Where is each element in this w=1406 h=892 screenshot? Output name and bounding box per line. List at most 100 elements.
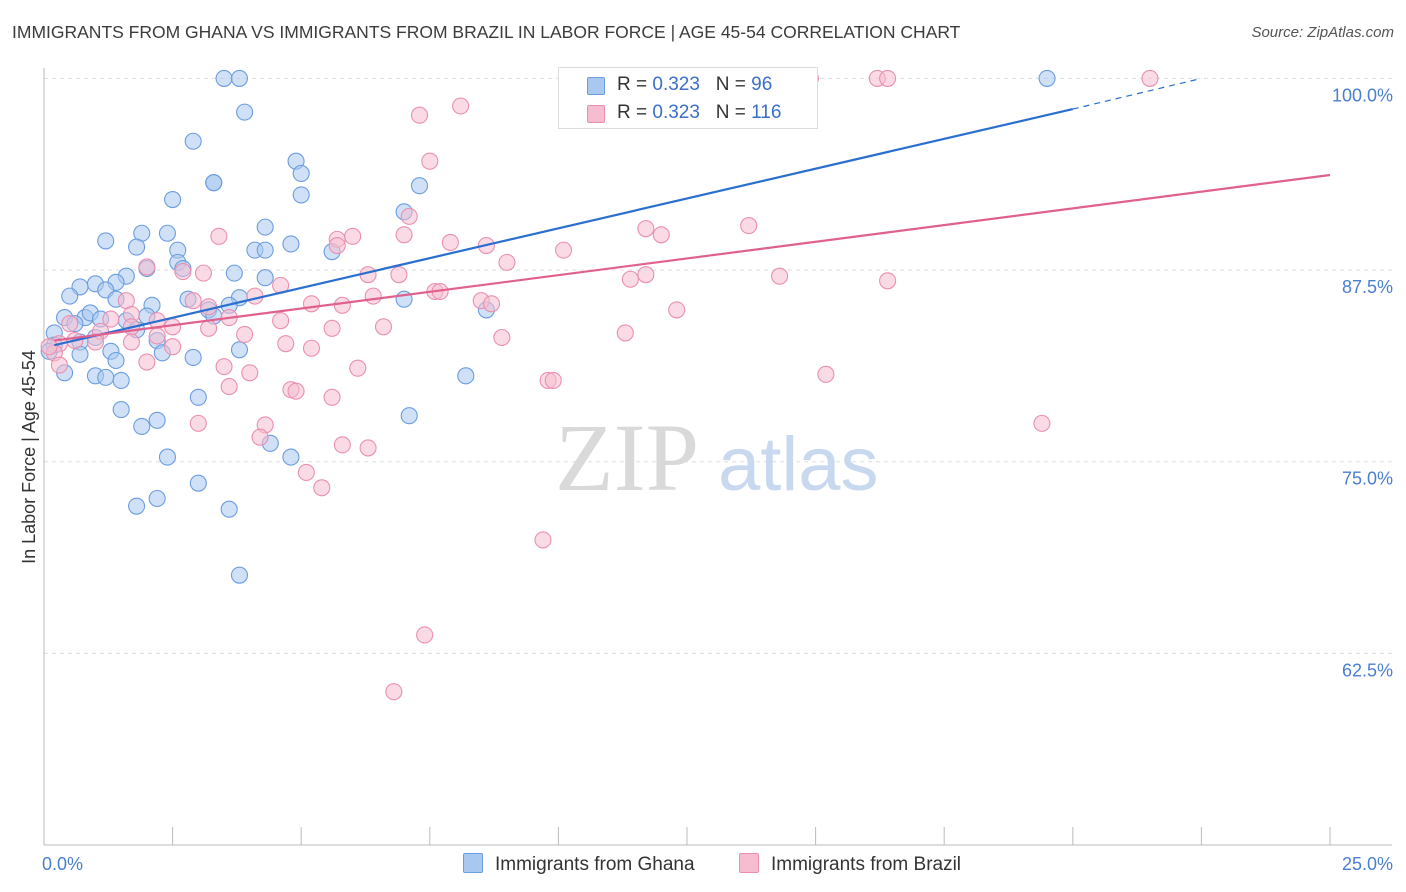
brazil-point: [482, 295, 501, 313]
brazil-point: [621, 270, 639, 288]
brazil-point: [410, 106, 429, 124]
ghana-point: [256, 218, 274, 236]
ghana-point: [256, 241, 274, 259]
ghana-point: [205, 174, 223, 192]
brazil-point: [1033, 414, 1051, 432]
brazil-point: [50, 356, 68, 374]
y-axis-label: In Labor Force | Age 45-54: [19, 350, 39, 564]
y-tick-label: 62.5%: [1342, 660, 1393, 680]
ghana-point: [400, 407, 418, 425]
ghana-point: [282, 235, 300, 253]
brazil-point: [313, 479, 331, 497]
ghana-trend-line: [54, 107, 1074, 347]
brazil-point: [616, 324, 634, 342]
ghana-point: [215, 69, 233, 87]
ghana-point: [148, 411, 166, 429]
brazil-point: [122, 333, 140, 351]
axes: [43, 68, 1392, 846]
brazil-point: [236, 325, 254, 343]
brazil-point: [200, 298, 218, 316]
brazil-point: [323, 388, 341, 406]
chart-title: IMMIGRANTS FROM GHANA VS IMMIGRANTS FROM…: [12, 22, 961, 42]
ghana-point: [230, 341, 249, 359]
brazil-point: [220, 378, 238, 396]
ghana-point: [220, 500, 238, 518]
watermark-atlas: atlas: [718, 422, 879, 507]
ghana-point: [184, 348, 202, 366]
brazil-point: [184, 292, 202, 310]
brazil-point: [287, 382, 305, 400]
ghana-point: [189, 474, 207, 492]
ghana-point: [158, 224, 177, 242]
ghana-point: [61, 287, 79, 305]
brazil-point: [390, 266, 408, 284]
ghana-point: [128, 497, 146, 515]
brazil-point: [817, 365, 835, 383]
brazil-point: [302, 339, 321, 357]
brazil-point: [349, 359, 367, 377]
x-tick-label: 0.0%: [42, 854, 83, 874]
ghana-trend-extension: [1072, 77, 1202, 110]
ghana-point: [1038, 69, 1056, 87]
ghana-point: [97, 232, 115, 250]
legend-item-brazil: Immigrants from Brazil: [739, 853, 961, 876]
brazil-trend-line: [54, 173, 1331, 342]
brazil-point: [652, 226, 670, 244]
y-tick-label: 100.0%: [1332, 85, 1393, 105]
brazil-legend-swatch: [739, 853, 759, 873]
ghana-point: [107, 351, 125, 370]
y-tick-label: 75.0%: [1342, 469, 1393, 489]
brazil-point: [554, 241, 573, 259]
brazil-point: [323, 319, 341, 337]
brazil-point: [297, 463, 315, 481]
brazil-point: [493, 328, 511, 347]
ghana-point: [292, 186, 310, 204]
brazil-r-label: R =: [617, 102, 653, 123]
ghana-point: [133, 417, 151, 435]
brazil-point: [498, 253, 516, 271]
brazil-point: [771, 267, 789, 285]
ghana-legend-swatch: [463, 853, 483, 873]
ghana-point: [128, 238, 146, 256]
brazil-point: [416, 626, 434, 644]
brazil-point: [277, 335, 295, 353]
tick-labels: 100.0% 87.5% 75.0% 62.5% 0.0% 25.0%: [42, 85, 1393, 874]
brazil-point: [385, 683, 403, 701]
brazil-swatch: [587, 105, 605, 123]
brazil-point: [148, 327, 166, 345]
ghana-point: [112, 371, 130, 389]
chart-source: Source: ZipAtlas.com: [1251, 24, 1394, 41]
legend-label-brazil: Immigrants from Brazil: [771, 854, 962, 875]
brazil-point: [359, 439, 377, 457]
ghana-point: [230, 566, 249, 584]
brazil-point: [364, 287, 382, 305]
legend-label-ghana: Immigrants from Ghana: [495, 854, 695, 875]
brazil-point: [86, 333, 104, 351]
brazil-point: [272, 312, 290, 330]
brazil-point: [215, 358, 233, 376]
brazil-point: [328, 236, 346, 255]
x-tick-label: 25.0%: [1342, 854, 1393, 874]
ghana-point: [189, 388, 207, 406]
watermark-zip: ZIP: [555, 404, 699, 511]
ghana-point: [158, 448, 177, 466]
brazil-point: [452, 97, 470, 115]
brazil-point: [241, 364, 259, 382]
ghana-r-label: R =: [617, 74, 653, 95]
ghana-swatch: [587, 77, 605, 95]
ghana-point: [112, 401, 130, 419]
ghana-point: [457, 367, 475, 385]
y-tick-label: 87.5%: [1342, 277, 1393, 297]
brazil-point: [740, 217, 758, 235]
legend-item-ghana: Immigrants from Ghana: [463, 853, 695, 876]
brazil-point: [194, 264, 213, 282]
ghana-point: [256, 269, 274, 287]
brazil-point: [441, 233, 459, 252]
ghana-point: [292, 164, 310, 183]
brazil-n-value: 116: [751, 102, 782, 123]
brazil-point: [174, 263, 192, 281]
brazil-point: [138, 353, 156, 371]
brazil-point: [102, 310, 120, 328]
brazil-point: [302, 295, 321, 313]
